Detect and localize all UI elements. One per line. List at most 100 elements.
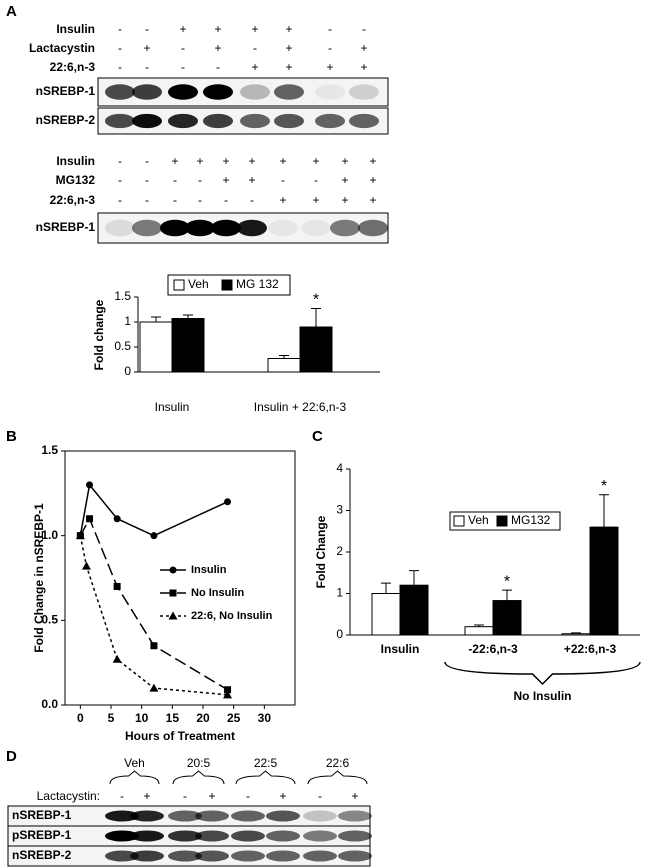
group-label: Veh [124,756,145,770]
x-tick-label: 15 [166,711,180,725]
significance-mark: * [601,478,607,495]
blot-band [130,850,164,862]
treatment-label: Lactacystin: [37,789,100,803]
sign: + [251,60,258,74]
y-tick-label: 1 [336,586,343,600]
blot-band [105,84,135,100]
sign: + [369,193,376,207]
blot-band [105,219,135,237]
y-axis-label: Fold change [92,299,106,370]
line [79,516,228,691]
blot-band [105,830,139,842]
x-tick-label: Insulin [155,400,190,414]
error-bar [311,308,321,327]
marker [150,642,158,650]
x-tick-label: 0 [77,711,84,725]
brace [109,770,160,785]
panel-label: C [312,428,323,445]
blot-band [211,219,241,237]
marker [81,561,91,570]
marker [113,582,121,590]
blot-band [266,830,300,842]
sign: + [312,193,319,207]
sign: + [312,154,319,168]
marker [86,515,94,523]
marker [113,515,121,523]
sign: - [118,154,122,168]
significance-mark: * [313,292,319,309]
sign: + [285,22,292,36]
sign: + [279,789,286,803]
sign: + [279,154,286,168]
sign: + [351,789,358,803]
x-tick-label: Insulin + 22:6,n-3 [254,400,347,414]
bar [371,593,401,636]
blot-band [268,219,298,237]
x-tick-label: 10 [135,711,149,725]
sign: - [328,41,332,55]
y-axis-label: Fold Change [314,515,328,588]
blot-band [132,84,162,100]
sign: - [145,60,149,74]
marker [75,531,85,540]
sign: + [179,22,186,36]
y-tick-label: 0 [124,364,131,378]
legend-label: Insulin [191,564,227,576]
sign: + [369,154,376,168]
blot-band [231,830,265,842]
blot-band [130,810,164,822]
marker [149,683,159,692]
sign: + [341,173,348,187]
line [79,535,228,696]
plot-frame [64,450,296,706]
blot-band [132,113,162,129]
sign: + [196,154,203,168]
blot-band [315,84,345,100]
sign: + [222,154,229,168]
marker [223,690,233,699]
significance-mark: * [504,573,510,590]
band-label: nSREBP-1 [36,84,96,98]
blot-band [240,84,270,100]
row-label: Insulin [56,154,95,168]
sign: - [118,60,122,74]
marker [224,498,232,506]
legend-label: Veh [188,277,209,291]
sign: + [285,60,292,74]
blot-band [130,830,164,842]
blot-band [338,850,372,862]
sign: + [369,173,376,187]
sign: - [173,193,177,207]
sign: - [198,173,202,187]
blot-band [240,113,270,129]
marker [224,686,232,694]
blot-band [266,810,300,822]
error-bar [151,316,161,322]
legend-swatch [173,279,185,291]
band-label: nSREBP-1 [12,808,72,822]
bar [561,633,591,636]
blot-band [195,830,229,842]
sign: - [173,173,177,187]
blot-band [105,113,135,129]
sign: - [281,173,285,187]
sign: + [143,41,150,55]
blot-band [231,810,265,822]
panel-label: A [6,3,17,20]
y-axis-label: Fold Change in nSREBP-1 [32,503,46,653]
x-tick-label: 30 [258,711,272,725]
legend-label: Veh [468,513,489,527]
y-tick-label: 1 [124,314,131,328]
error-bar [381,582,391,594]
sign: + [341,193,348,207]
sign: - [328,22,332,36]
blot-band [274,113,304,129]
sign: + [222,173,229,187]
bar [139,321,173,373]
y-tick-label: 0 [336,627,343,641]
row-label: MG132 [56,173,96,187]
row-label: 22:6,n-3 [50,193,96,207]
blot-band [168,113,198,129]
